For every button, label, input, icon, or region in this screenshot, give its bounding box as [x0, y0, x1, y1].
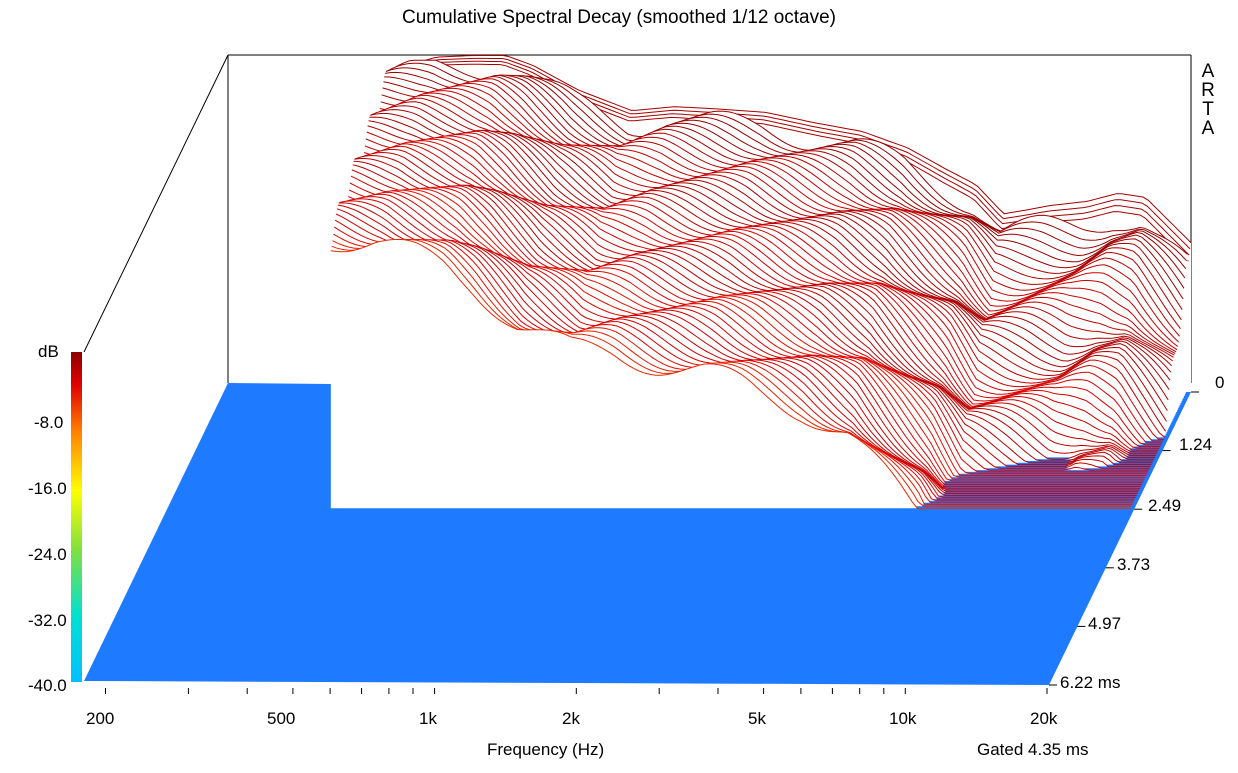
decay-slice-line [332, 238, 1133, 505]
decay-slice-line [364, 132, 1166, 438]
decay-slice-line [343, 190, 1144, 482]
decay-slice-mask [330, 239, 1131, 509]
decay-slice-line [360, 140, 1161, 447]
time-tick-label: 3.73 [1117, 555, 1151, 574]
decay-slice-line [379, 80, 1180, 337]
x-tick-label: 10k [889, 709, 917, 728]
frame-diagonal-edge [83, 54, 229, 353]
db-tick-label: -40.0 [28, 676, 67, 695]
time-tick-label: 2.49 [1148, 496, 1182, 515]
db-tick-label: -32.0 [28, 611, 67, 630]
decay-slice-line [333, 233, 1134, 504]
x-tick-label: 2k [562, 709, 580, 728]
axis-ticks [105, 391, 1199, 694]
time-tick-label: 6.22 ms [1060, 673, 1121, 692]
decay-slice-line [391, 55, 1192, 244]
decay-slice-line [362, 136, 1163, 444]
color-scale-bar [71, 352, 82, 682]
decay-slice-line [331, 238, 1132, 507]
axes-frame [83, 54, 1192, 383]
gate-info-label: Gated 4.35 ms [977, 740, 1089, 759]
decay-slice-line [344, 189, 1145, 480]
decay-slice-line [376, 90, 1177, 353]
watermark-letter: A [1201, 118, 1215, 139]
decay-slice-line [346, 188, 1147, 476]
decay-slice-line [361, 138, 1162, 446]
watermark-letter: T [1202, 99, 1214, 120]
db-tick-label: -24.0 [28, 545, 67, 564]
colorbar-unit-label: dB [38, 342, 59, 361]
watermark-letter: A [1201, 61, 1215, 82]
decay-slice-line [375, 92, 1176, 354]
db-color-scale [71, 352, 82, 682]
db-tick-label: -8.0 [34, 413, 64, 432]
decay-slice-line [348, 186, 1149, 473]
x-tick-label: 500 [267, 709, 296, 728]
decay-slice-line [377, 87, 1178, 351]
decay-slices [330, 55, 1192, 509]
x-tick-label: 200 [86, 709, 115, 728]
decay-slice-line [389, 60, 1190, 256]
decay-slice-line [363, 133, 1164, 440]
time-tick-label: 4.97 [1088, 614, 1122, 633]
chart-title: Cumulative Spectral Decay (smoothed 1/12… [401, 7, 837, 28]
time-tick-label: 0 [1215, 373, 1225, 392]
watermark-letter: R [1201, 80, 1215, 101]
arta-watermark: A R T A [1198, 62, 1218, 138]
decay-slice-line [380, 78, 1181, 330]
x-tick-label: 5k [748, 709, 766, 728]
decay-slice-line [330, 238, 1131, 509]
decay-slice-line [345, 188, 1146, 478]
decay-slice-line [378, 82, 1180, 343]
decay-slice-line [363, 135, 1163, 442]
db-tick-label: -16.0 [28, 479, 67, 498]
decay-slice-line [347, 187, 1148, 475]
x-tick-label: 1k [419, 709, 437, 728]
decay-slice-line [378, 85, 1179, 347]
decay-slice-line [348, 186, 1149, 471]
decay-slice-line [359, 141, 1160, 449]
x-tick-label: 20k [1030, 709, 1058, 728]
x-axis-label: Frequency (Hz) [487, 740, 605, 759]
decay-slice-line [390, 57, 1191, 250]
time-tick-label: 1.24 [1179, 435, 1213, 454]
